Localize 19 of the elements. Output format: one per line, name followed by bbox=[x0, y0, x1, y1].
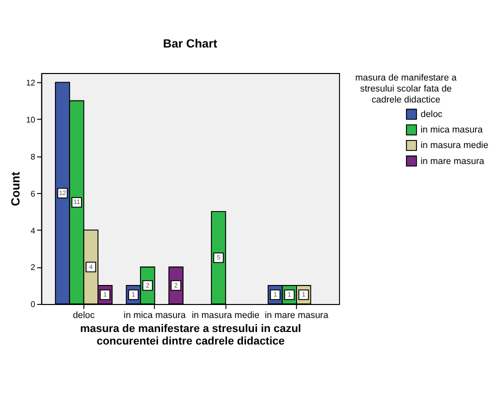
y-tick-label: 6 bbox=[30, 189, 36, 198]
x-tick-label: deloc bbox=[72, 310, 96, 320]
legend-label: in mare masura bbox=[420, 156, 486, 166]
x-tick-label: in mare masura bbox=[264, 310, 330, 320]
x-axis-title: masura de manifestare a stresului in cazul concurentei dintre cadrele didactice bbox=[80, 322, 302, 348]
y-axis-title: Count bbox=[8, 172, 23, 206]
y-tick-label: 10 bbox=[26, 115, 36, 124]
y-tick-label: 2 bbox=[30, 263, 36, 272]
x-tick-label: in masura medie bbox=[192, 310, 260, 320]
legend-label: in masura medie bbox=[420, 140, 488, 150]
y-tick-label: 0 bbox=[30, 300, 36, 310]
chart-title: Bar Chart bbox=[163, 36, 218, 50]
legend-label: in mica masura bbox=[420, 124, 484, 135]
legend-label: deloc bbox=[420, 109, 443, 120]
y-tick-label: 8 bbox=[30, 152, 36, 162]
legend-title: masura de manifestare a stresului scolar fata de cadrele didactice bbox=[355, 72, 458, 104]
y-tick-label: 4 bbox=[30, 226, 36, 236]
x-tick-label: in mica masura bbox=[124, 310, 187, 320]
y-tick-label: 12 bbox=[26, 78, 36, 88]
